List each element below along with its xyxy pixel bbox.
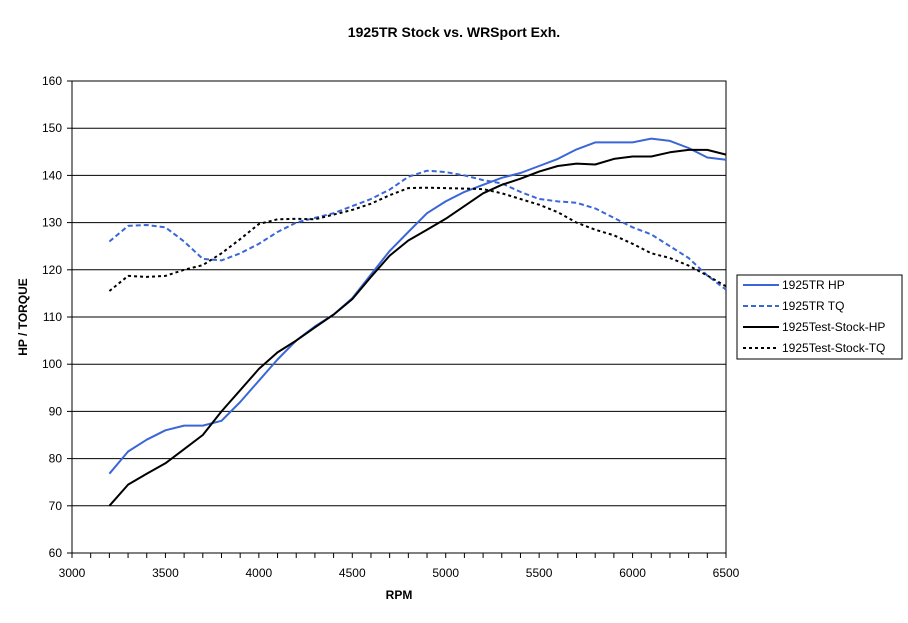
y-tick-label: 120: [42, 263, 62, 277]
y-tick-label: 80: [49, 452, 63, 466]
x-axis-title: RPM: [386, 588, 413, 602]
y-axis-title: HP / TORQUE: [16, 278, 30, 356]
legend-label: 1925Test-Stock-HP: [782, 320, 885, 334]
x-tick-label: 5000: [432, 566, 459, 580]
series-line-0: [108, 137, 727, 475]
y-tick-label: 90: [49, 404, 63, 418]
x-tick-label: 6000: [619, 566, 646, 580]
legend: 1925TR HP 1925TR TQ 1925Test-Stock-HP 1925T…: [736, 274, 903, 360]
series-line-2: [108, 148, 727, 507]
x-axis: 3000 3500 4000 4500 5000 5500 6000 6500: [59, 553, 740, 580]
gridlines: [72, 127, 726, 507]
chart-title: 1925TR Stock vs. WRSport Exh.: [348, 24, 560, 40]
legend-label: 1925Test-Stock-TQ: [782, 341, 885, 355]
y-tick-label: 130: [42, 216, 62, 230]
y-tick-label: 160: [42, 74, 62, 88]
y-tick-label: 150: [42, 121, 62, 135]
series-line-3: [108, 186, 727, 292]
series-line-1: [108, 169, 727, 291]
y-tick-label: 110: [43, 310, 62, 324]
x-tick-label: 4000: [246, 566, 273, 580]
series-lines: [108, 137, 727, 507]
y-tick-label: 60: [49, 546, 63, 560]
legend-label: 1925TR TQ: [782, 299, 844, 313]
y-tick-label: 140: [42, 168, 62, 182]
y-tick-label: 70: [49, 499, 63, 513]
x-tick-label: 3000: [59, 566, 86, 580]
x-tick-label: 6500: [713, 566, 740, 580]
x-tick-label: 5500: [526, 566, 553, 580]
legend-box: [736, 274, 903, 360]
legend-label: 1925TR HP: [782, 278, 845, 292]
x-tick-label: 3500: [152, 566, 179, 580]
x-tick-label: 4500: [339, 566, 366, 580]
y-axis: 60 70 80 90 100 110 120 130 140 150 160: [42, 74, 72, 560]
y-tick-label: 100: [42, 357, 62, 371]
